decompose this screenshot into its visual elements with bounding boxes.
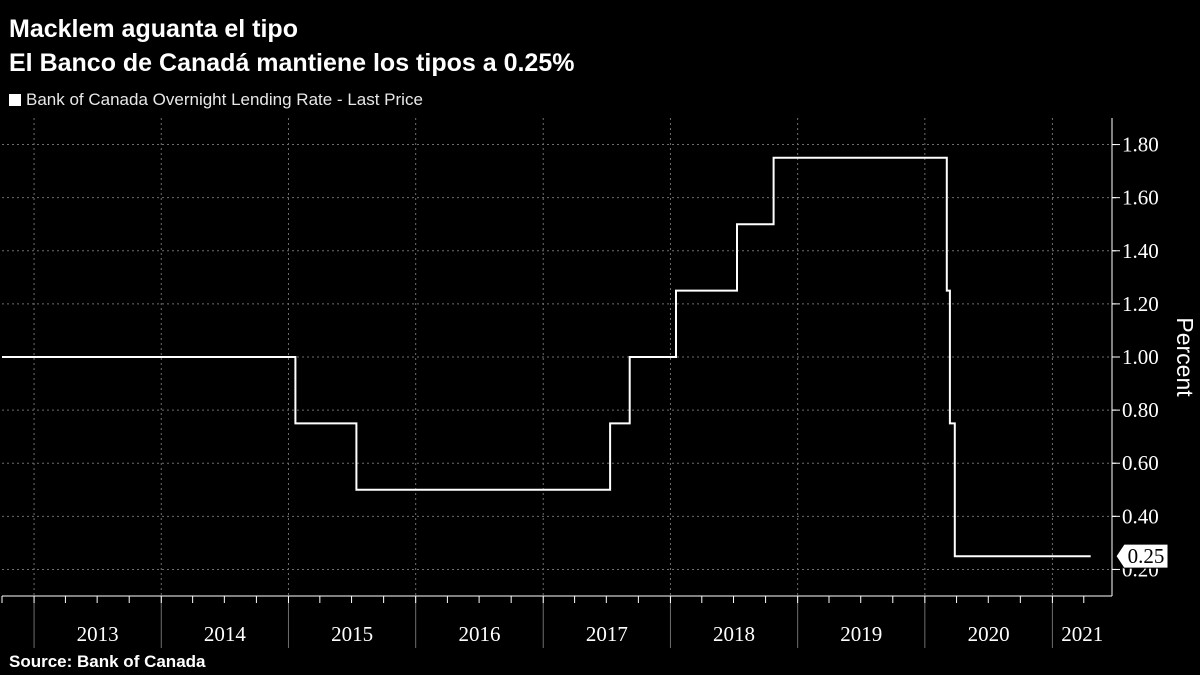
legend-swatch-icon [9, 94, 21, 106]
legend-label: Bank of Canada Overnight Lending Rate - … [26, 90, 423, 109]
series-line [2, 156, 1091, 558]
x-tick-label: 2014 [204, 622, 247, 646]
chart-title: Macklem aguanta el tipo [9, 15, 298, 43]
y-tick-label: 1.40 [1122, 239, 1159, 263]
x-tick-label: 2020 [968, 622, 1010, 646]
x-tick-label: 2016 [458, 622, 500, 646]
y-tick-label: 1.00 [1122, 345, 1159, 369]
y-tick-label: 0.60 [1122, 451, 1159, 475]
y-tick-label: 0.40 [1122, 504, 1159, 528]
chart-subtitle: El Banco de Canadá mantiene los tipos a … [9, 49, 575, 77]
last-value-label: 0.25 [1128, 544, 1165, 568]
y-tick-label: 1.60 [1122, 186, 1159, 210]
last-value-tag [1115, 543, 1169, 569]
y-tick-label: 0.80 [1122, 398, 1159, 422]
x-tick-label: 2013 [77, 622, 119, 646]
source-note: Source: Bank of Canada [9, 652, 206, 671]
x-tick-label: 2015 [331, 622, 373, 646]
x-tick-label: 2017 [586, 622, 628, 646]
x-tick-label: 2021 [1061, 622, 1103, 646]
y-tick-label: 1.20 [1122, 292, 1159, 316]
x-tick-label: 2018 [713, 622, 755, 646]
x-tick-label: 2019 [840, 622, 882, 646]
y-tick-label: 1.80 [1122, 133, 1159, 157]
y-axis-title: Percent [1172, 317, 1198, 397]
legend: Bank of Canada Overnight Lending Rate - … [9, 89, 423, 111]
